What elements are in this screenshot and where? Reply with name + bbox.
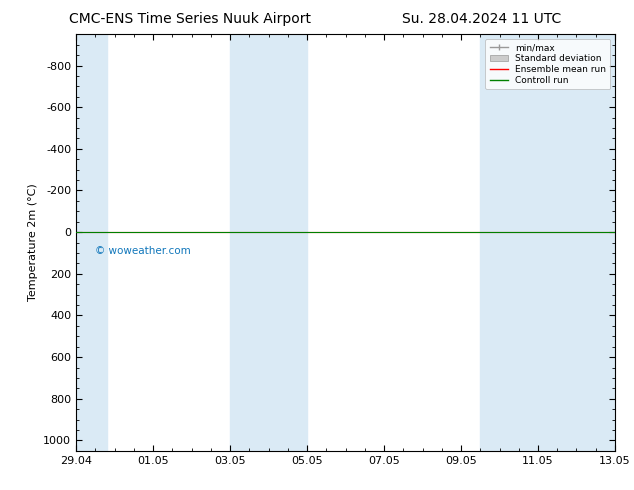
Text: © woweather.com: © woweather.com [95, 245, 191, 256]
Text: CMC-ENS Time Series Nuuk Airport: CMC-ENS Time Series Nuuk Airport [69, 12, 311, 26]
Bar [230, 34, 307, 451]
Legend: min/max, Standard deviation, Ensemble mean run, Controll run: min/max, Standard deviation, Ensemble me… [485, 39, 611, 89]
Bar [480, 34, 615, 451]
Bar [76, 34, 107, 451]
Y-axis label: Temperature 2m (°C): Temperature 2m (°C) [28, 184, 37, 301]
Text: Su. 28.04.2024 11 UTC: Su. 28.04.2024 11 UTC [402, 12, 562, 26]
